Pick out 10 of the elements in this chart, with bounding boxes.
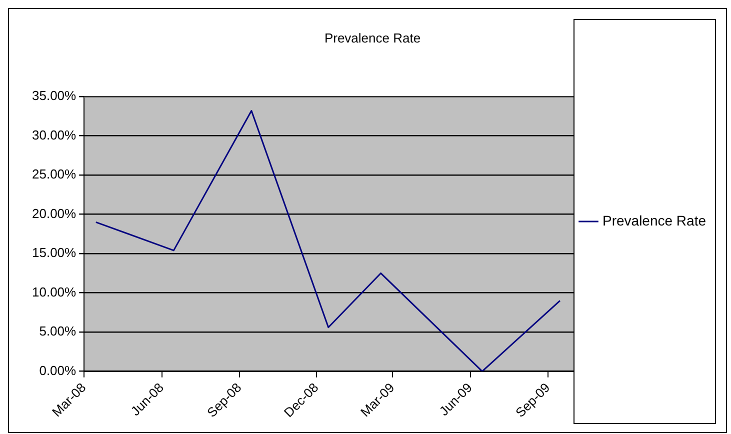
chart-title: Prevalence Rate [324,30,421,46]
y-tick-label: 30.00% [32,127,77,142]
y-tick-label: 0.00% [39,362,77,378]
y-tick-label: 20.00% [32,206,77,221]
y-tick-label: 5.00% [39,324,77,339]
y-tick-label: 10.00% [32,284,77,300]
y-tick-label: 35.00% [32,88,77,104]
legend-label: Prevalence Rate [602,212,706,228]
y-tick-label: 15.00% [32,245,77,260]
y-tick-label: 25.00% [32,166,77,182]
